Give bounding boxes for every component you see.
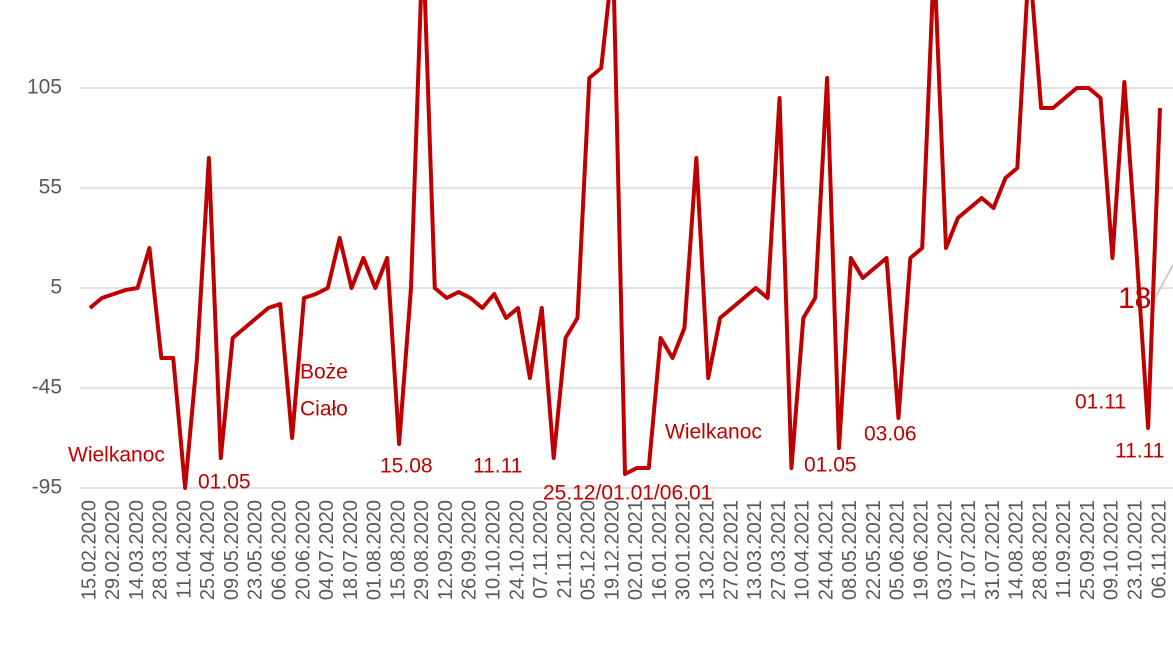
- x-tick-label: 26.09.2020: [459, 500, 481, 600]
- x-tick-label: 24.04.2021: [815, 500, 837, 600]
- x-tick-label: 13.03.2021: [744, 500, 766, 600]
- x-tick-label: 14.08.2021: [1006, 500, 1028, 600]
- annotation: Boże: [300, 361, 348, 384]
- x-tick-label: 11.09.2021: [1053, 500, 1075, 599]
- y-tick-label: 55: [39, 176, 62, 199]
- x-tick-label: 09.05.2020: [221, 500, 243, 600]
- x-tick-label: 31.07.2021: [982, 500, 1004, 600]
- x-tick-label: 13.02.2021: [697, 500, 719, 600]
- plot-area: [88, 0, 1162, 490]
- grid: [80, 87, 1173, 489]
- x-tick-label: 10.04.2021: [792, 500, 814, 600]
- annotation: 11.11: [1115, 440, 1164, 463]
- x-tick-label: 07.11.2020: [530, 500, 552, 599]
- y-tick-label: 5: [50, 276, 62, 299]
- annotation: Wielkanoc: [665, 421, 762, 444]
- annotation: 15.08: [380, 455, 433, 478]
- x-tick-label: 19.12.2020: [601, 500, 623, 600]
- x-tick-label: 19.06.2021: [911, 500, 933, 600]
- x-tick-label: 08.05.2021: [839, 500, 861, 600]
- x-tick-label: 15.02.2020: [78, 500, 100, 600]
- x-tick-label: 20.06.2020: [292, 500, 314, 600]
- x-tick-label: 28.03.2020: [150, 500, 172, 600]
- y-tick-label: 105: [27, 76, 62, 99]
- annotation: 01.05: [804, 454, 857, 477]
- x-tick-label: 04.07.2020: [316, 500, 338, 600]
- x-tick-label: 29.02.2020: [102, 500, 124, 600]
- x-tick-label: 10.10.2020: [483, 500, 505, 600]
- x-tick-label: 21.11.2020: [554, 500, 576, 599]
- x-tick-label: 11.04.2020: [173, 500, 195, 599]
- annotation: 03.06: [864, 423, 917, 446]
- annotation: Ciało: [300, 398, 348, 421]
- x-tick-label: 06.11.2021: [1148, 500, 1170, 599]
- x-tick-label: 03.07.2021: [934, 500, 956, 600]
- x-tick-label: 01.08.2020: [364, 500, 386, 600]
- x-tick-label: 29.08.2020: [411, 500, 433, 600]
- x-tick-label: 30.01.2021: [673, 500, 695, 600]
- x-tick-label: 24.10.2020: [506, 500, 528, 600]
- x-tick-label: 25.09.2021: [1077, 500, 1099, 600]
- x-tick-label: 27.02.2021: [720, 500, 742, 600]
- x-tick-label: 06.06.2020: [269, 500, 291, 600]
- x-tick-label: 22.05.2021: [863, 500, 885, 600]
- x-tick-label: 28.08.2021: [1029, 500, 1051, 600]
- annotation: Wielkanoc: [68, 444, 165, 467]
- annotation: 01.11: [1075, 391, 1126, 414]
- y-tick-label: -95: [32, 476, 62, 499]
- x-tick-label: 18.07.2020: [340, 500, 362, 600]
- x-tick-label: 12.09.2020: [435, 500, 457, 600]
- data-line: [88, 0, 1162, 490]
- x-tick-label: 05.06.2021: [887, 500, 909, 600]
- x-tick-label: 23.05.2020: [245, 500, 267, 600]
- annotation: 25.12/01.01/06.01: [543, 482, 712, 505]
- x-tick-label: 15.08.2020: [387, 500, 409, 600]
- annotation: 01.05: [198, 471, 251, 494]
- x-tick-label: 02.01.2021: [625, 500, 647, 600]
- x-tick-label: 09.10.2021: [1101, 500, 1123, 600]
- x-tick-label: 27.03.2021: [768, 500, 790, 600]
- y-tick-label: -45: [32, 376, 62, 399]
- annotation: 11.11: [473, 455, 522, 478]
- x-tick-label: 14.03.2020: [126, 500, 148, 600]
- x-tick-label: 25.04.2020: [197, 500, 219, 600]
- annotation: 18: [1118, 282, 1151, 315]
- x-tick-label: 05.12.2020: [578, 500, 600, 600]
- x-tick-label: 17.07.2021: [958, 500, 980, 600]
- callout-line: [1154, 264, 1173, 299]
- x-tick-label: 23.10.2021: [1125, 500, 1147, 600]
- x-tick-label: 16.01.2021: [649, 500, 671, 600]
